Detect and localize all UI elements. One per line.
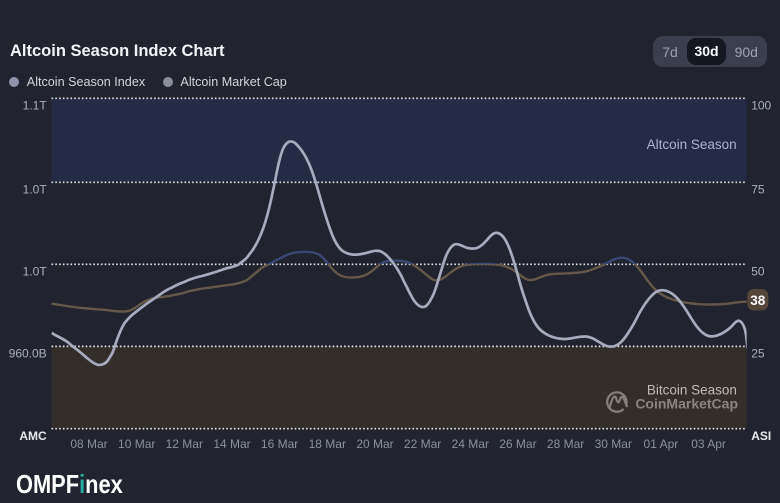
- svg-text:22 Mar: 22 Mar: [404, 437, 441, 451]
- svg-text:14 Mar: 14 Mar: [213, 437, 250, 451]
- svg-text:Bitcoin Season: Bitcoin Season: [647, 382, 737, 397]
- svg-text:50: 50: [751, 265, 765, 279]
- svg-text:ASI: ASI: [751, 429, 771, 443]
- svg-text:16 Mar: 16 Mar: [261, 437, 298, 451]
- svg-text:24 Mar: 24 Mar: [452, 437, 489, 451]
- svg-text:12 Mar: 12 Mar: [166, 437, 203, 451]
- svg-text:AMC: AMC: [19, 429, 47, 443]
- svg-text:10 Mar: 10 Mar: [118, 437, 155, 451]
- svg-text:Altcoin Season: Altcoin Season: [647, 137, 737, 152]
- svg-text:20 Mar: 20 Mar: [356, 437, 393, 451]
- svg-text:28 Mar: 28 Mar: [547, 437, 584, 451]
- svg-text:03 Apr: 03 Apr: [691, 437, 726, 451]
- svg-text:100: 100: [751, 99, 771, 113]
- svg-text:1.0T: 1.0T: [23, 183, 48, 197]
- svg-text:960.0B: 960.0B: [9, 347, 47, 361]
- svg-text:CoinMarketCap: CoinMarketCap: [635, 395, 738, 411]
- svg-text:26 Mar: 26 Mar: [499, 437, 536, 451]
- svg-text:30 Mar: 30 Mar: [595, 437, 632, 451]
- svg-text:01 Apr: 01 Apr: [644, 437, 679, 451]
- svg-text:1.1T: 1.1T: [23, 99, 48, 113]
- svg-text:75: 75: [751, 183, 765, 197]
- svg-text:18 Mar: 18 Mar: [309, 437, 346, 451]
- svg-text:08 Mar: 08 Mar: [70, 437, 107, 451]
- svg-text:25: 25: [751, 347, 765, 361]
- svg-text:38: 38: [750, 293, 766, 308]
- svg-text:1.0T: 1.0T: [23, 265, 48, 279]
